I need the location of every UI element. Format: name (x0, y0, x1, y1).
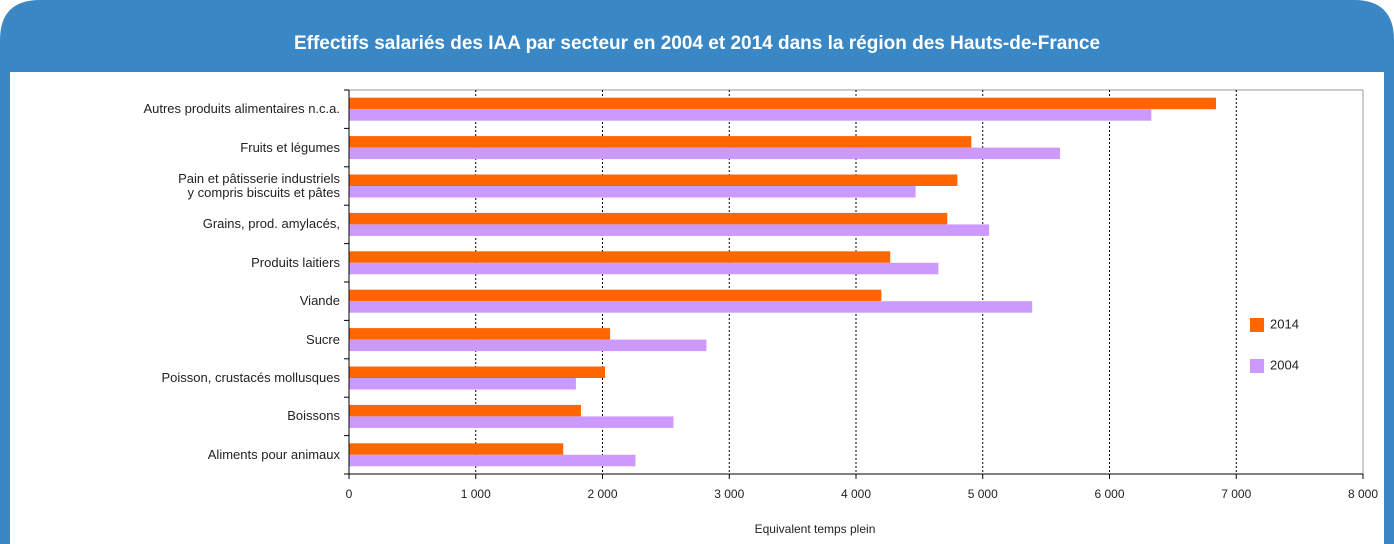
bar (349, 301, 1033, 313)
bar (349, 97, 1216, 110)
bar (349, 147, 1061, 160)
bar (349, 136, 972, 148)
bar (349, 416, 674, 428)
bar (349, 454, 636, 467)
legend-swatch (1250, 318, 1264, 332)
y-tick-label: Produits laitiers (251, 254, 340, 270)
x-tick-label: 6 000 (1094, 487, 1124, 501)
bar (349, 289, 882, 302)
bar (349, 251, 891, 263)
y-tick-label: Grains, prod. amylacés, (202, 216, 340, 232)
bar (349, 339, 707, 352)
x-tick-label: 3 000 (714, 487, 744, 501)
bar (349, 366, 606, 378)
legend-label: 2014 (1270, 316, 1299, 331)
y-tick-label: Fruits et légumes (240, 139, 340, 155)
y-tick-label: Poisson, crustacés mollusques (161, 370, 340, 385)
bar (349, 224, 990, 236)
y-tick-label: Viande (299, 293, 340, 309)
x-tick-label: 5 000 (968, 487, 998, 501)
x-tick-label: 1 000 (461, 487, 491, 501)
bar (349, 328, 611, 340)
bar (349, 404, 581, 417)
x-tick-label: 8 000 (1348, 487, 1378, 501)
x-tick-label: 7 000 (1221, 487, 1251, 501)
x-tick-label: 0 (346, 487, 353, 501)
bar (349, 262, 939, 275)
legend-swatch (1250, 359, 1264, 373)
legend-label: 2004 (1270, 357, 1299, 372)
bar (349, 186, 916, 198)
y-tick-label: Aliments pour animaux (207, 446, 340, 462)
x-tick-label: 4 000 (841, 487, 871, 501)
bar (349, 109, 1152, 121)
y-tick-label: Boissons (287, 408, 340, 424)
bar (349, 378, 576, 390)
y-tick-label: Pain et pâtisserie industriels y compris… (178, 171, 340, 200)
x-tick-label: 2 000 (587, 487, 617, 501)
bar (349, 174, 958, 186)
bar (349, 443, 564, 455)
bar (349, 212, 948, 225)
x-axis-label: Equivalent temps plein (755, 522, 876, 536)
y-tick-label: Sucre (306, 331, 340, 347)
chart-title: Effectifs salariés des IAA par secteur e… (294, 33, 1100, 54)
y-tick-label: Autres produits alimentaires n.c.a. (143, 101, 340, 117)
